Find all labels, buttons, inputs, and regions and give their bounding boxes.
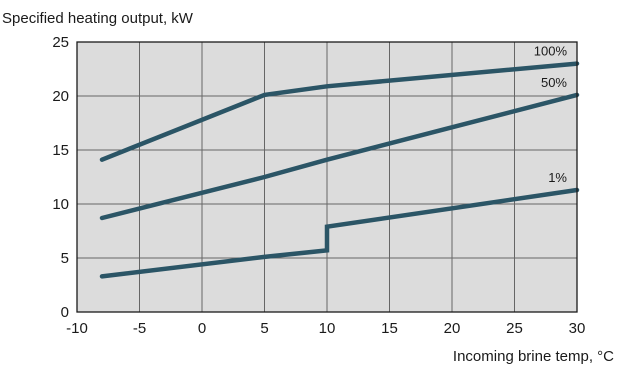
series-line-3 <box>99 187 580 279</box>
x-tick-label: -10 <box>66 320 88 337</box>
x-axis-title: Incoming brine temp, °C <box>453 348 614 365</box>
data-series <box>99 61 580 279</box>
series-labels: 100% 50% 1% <box>534 44 568 185</box>
y-tick-label: 25 <box>52 34 69 51</box>
y-tick-label: 10 <box>52 196 69 213</box>
y-tick-label: 15 <box>52 142 69 159</box>
series-label: 1% <box>548 170 567 185</box>
x-tick-label: 10 <box>319 320 336 337</box>
y-tick-label: 5 <box>61 250 69 267</box>
series-label: 100% <box>534 44 568 59</box>
x-tick-label: 20 <box>444 320 461 337</box>
x-tick-label: 5 <box>260 320 268 337</box>
plot-frame <box>76 41 578 313</box>
series-label: 50% <box>541 75 567 90</box>
y-tick-label: 20 <box>52 88 69 105</box>
x-tick-label: 25 <box>506 320 523 337</box>
x-tick-label: 0 <box>198 320 206 337</box>
series-line-1 <box>99 61 580 162</box>
y-tick-labels: 0 5 10 15 20 25 <box>52 34 69 321</box>
x-tick-label: 30 <box>569 320 586 337</box>
y-tick-label: 0 <box>61 304 69 321</box>
x-tick-label: 15 <box>381 320 398 337</box>
y-axis-title: Specified heating output, kW <box>2 10 194 27</box>
x-tick-labels: -10 -5 0 5 10 15 20 25 30 <box>66 320 585 337</box>
x-tick-label: -5 <box>133 320 146 337</box>
series-line-2 <box>99 92 580 221</box>
